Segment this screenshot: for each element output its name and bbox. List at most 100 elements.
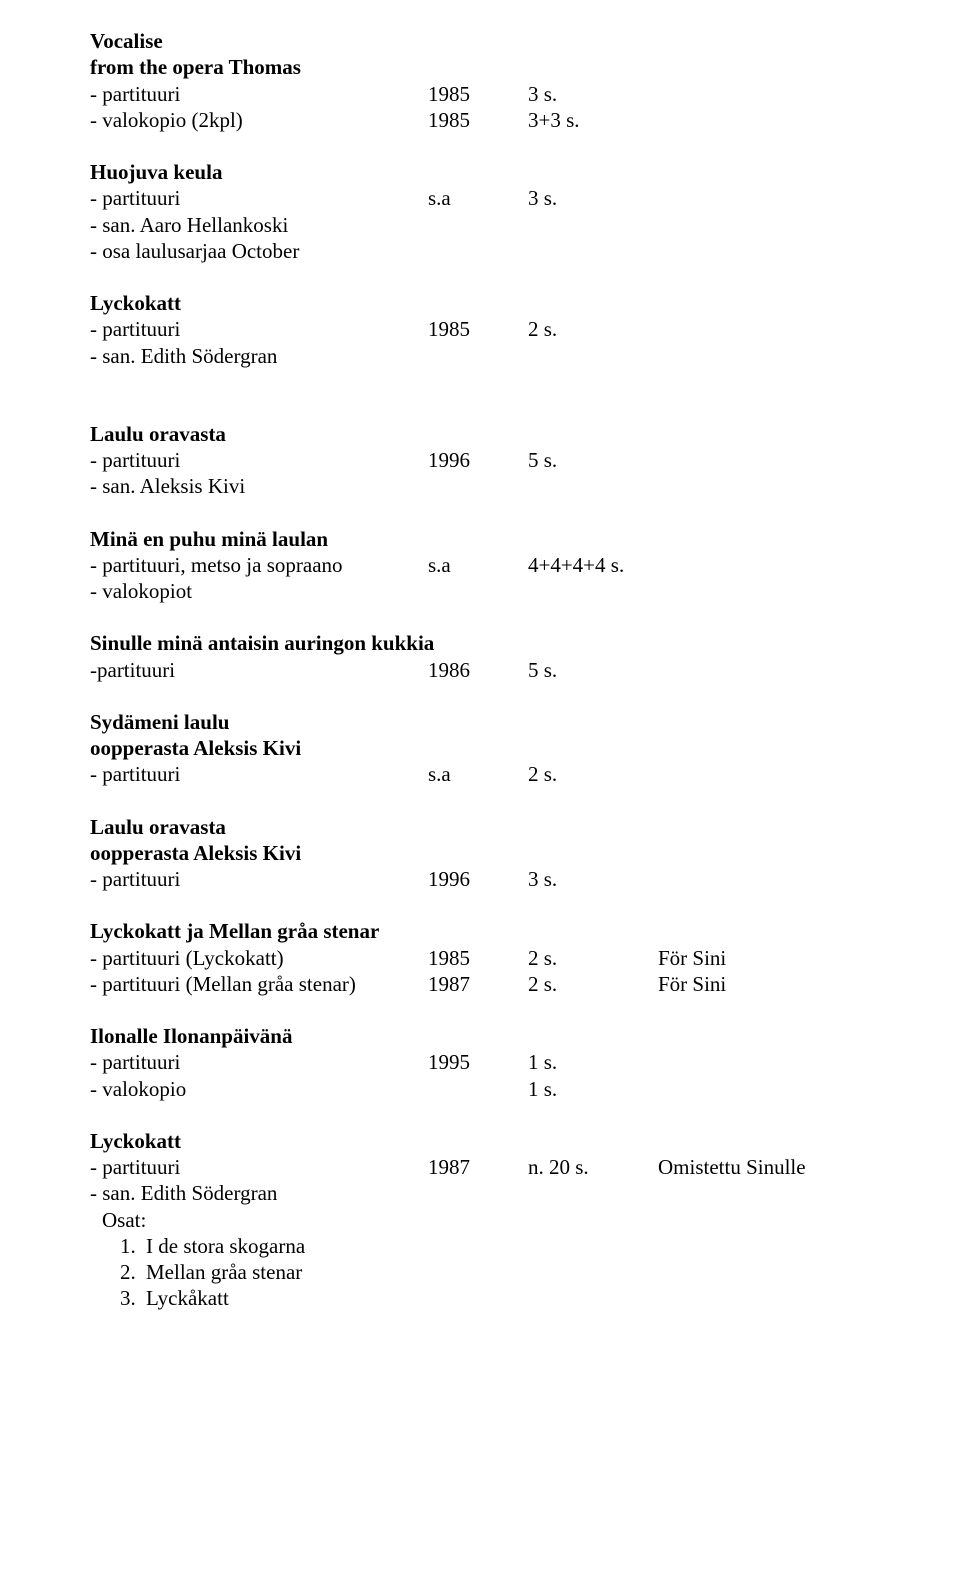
title: Sinulle minä antaisin auringon kukkia — [90, 630, 870, 656]
osat-list: 1. I de stora skogarna 2. Mellan gråa st… — [90, 1233, 870, 1312]
list-text: Lyckåkatt — [146, 1285, 229, 1311]
duration: 2 s. — [528, 316, 658, 342]
year — [428, 1076, 528, 1102]
title: Ilonalle Ilonanpäivänä — [90, 1023, 870, 1049]
entry-mina-en-puhu: Minä en puhu minä laulan - partituuri, m… — [90, 526, 870, 605]
year: 1986 — [428, 657, 528, 683]
subtitle: from the opera Thomas — [90, 54, 870, 80]
line: - partituuri 1995 1 s. — [90, 1049, 870, 1075]
duration: 5 s. — [528, 447, 658, 473]
year: s.a — [428, 761, 528, 787]
title: Minä en puhu minä laulan — [90, 526, 870, 552]
entry-laulu-oravasta-2: Laulu oravasta oopperasta Aleksis Kivi -… — [90, 814, 870, 893]
year: 1985 — [428, 81, 528, 107]
year: 1987 — [428, 971, 528, 997]
title: Vocalise — [90, 28, 870, 54]
line: - partituuri 1985 2 s. — [90, 316, 870, 342]
label: - partituuri (Lyckokatt) — [90, 945, 428, 971]
list-text: I de stora skogarna — [146, 1233, 305, 1259]
entry-sydameni-laulu: Sydämeni laulu oopperasta Aleksis Kivi -… — [90, 709, 870, 788]
entry-lyckokatt-1: Lyckokatt - partituuri 1985 2 s. - san. … — [90, 290, 870, 369]
label: - partituuri, metso ja sopraano — [90, 552, 428, 578]
label: - valokopio — [90, 1076, 428, 1102]
line: - san. Aaro Hellankoski — [90, 212, 870, 238]
entry-lyckokatt-mellan: Lyckokatt ja Mellan gråa stenar - partit… — [90, 918, 870, 997]
year: s.a — [428, 552, 528, 578]
year: 1995 — [428, 1049, 528, 1075]
list-item: 2. Mellan gråa stenar — [120, 1259, 870, 1285]
line: - valokopio (2kpl) 1985 3+3 s. — [90, 107, 870, 133]
year: 1985 — [428, 945, 528, 971]
label: - partituuri — [90, 1049, 428, 1075]
label: - partituuri — [90, 866, 428, 892]
label: - partituuri — [90, 761, 428, 787]
year: 1985 — [428, 107, 528, 133]
year: 1987 — [428, 1154, 528, 1180]
title: Lyckokatt ja Mellan gråa stenar — [90, 918, 870, 944]
line: - partituuri 1996 3 s. — [90, 866, 870, 892]
year: 1996 — [428, 447, 528, 473]
list-num: 1. — [120, 1233, 146, 1259]
line: - partituuri, metso ja sopraano s.a 4+4+… — [90, 552, 870, 578]
subtitle: oopperasta Aleksis Kivi — [90, 735, 870, 761]
duration: 3 s. — [528, 81, 658, 107]
line: - valokopio 1 s. — [90, 1076, 870, 1102]
year: 1985 — [428, 316, 528, 342]
label: - partituuri — [90, 1154, 428, 1180]
line: - osa laulusarjaa October — [90, 238, 870, 264]
label: - partituuri — [90, 185, 428, 211]
note: För Sini — [658, 945, 726, 971]
line: - partituuri (Mellan gråa stenar) 1987 2… — [90, 971, 870, 997]
label: - partituuri — [90, 316, 428, 342]
duration: 2 s. — [528, 971, 658, 997]
duration: 1 s. — [528, 1076, 658, 1102]
note: Omistettu Sinulle — [658, 1154, 806, 1180]
entry-ilonalle: Ilonalle Ilonanpäivänä - partituuri 1995… — [90, 1023, 870, 1102]
year: s.a — [428, 185, 528, 211]
note: För Sini — [658, 971, 726, 997]
title: Sydämeni laulu — [90, 709, 870, 735]
line: - partituuri s.a 2 s. — [90, 761, 870, 787]
year: 1996 — [428, 866, 528, 892]
line: - partituuri (Lyckokatt) 1985 2 s. För S… — [90, 945, 870, 971]
list-num: 3. — [120, 1285, 146, 1311]
title: Lyckokatt — [90, 290, 870, 316]
label: - partituuri (Mellan gråa stenar) — [90, 971, 428, 997]
subtitle: oopperasta Aleksis Kivi — [90, 840, 870, 866]
duration: 1 s. — [528, 1049, 658, 1075]
title: Lyckokatt — [90, 1128, 870, 1154]
label: -partituuri — [90, 657, 428, 683]
entry-lyckokatt-2: Lyckokatt - partituuri 1987 n. 20 s. Omi… — [90, 1128, 870, 1312]
title: Laulu oravasta — [90, 814, 870, 840]
duration: 4+4+4+4 s. — [528, 552, 658, 578]
duration: 2 s. — [528, 945, 658, 971]
line: - valokopiot — [90, 578, 870, 604]
duration: 3 s. — [528, 866, 658, 892]
osat-label: Osat: — [90, 1207, 870, 1233]
line: - san. Aleksis Kivi — [90, 473, 870, 499]
line: - partituuri 1987 n. 20 s. Omistettu Sin… — [90, 1154, 870, 1180]
duration: n. 20 s. — [528, 1154, 658, 1180]
entry-sinulle-mina: Sinulle minä antaisin auringon kukkia -p… — [90, 630, 870, 683]
label: - partituuri — [90, 81, 428, 107]
line: - partituuri 1985 3 s. — [90, 81, 870, 107]
title: Laulu oravasta — [90, 421, 870, 447]
line: - san. Edith Södergran — [90, 1180, 870, 1206]
line: -partituuri 1986 5 s. — [90, 657, 870, 683]
entry-vocalise: Vocalise from the opera Thomas - partitu… — [90, 28, 870, 133]
line: - partituuri 1996 5 s. — [90, 447, 870, 473]
line: - partituuri s.a 3 s. — [90, 185, 870, 211]
list-text: Mellan gråa stenar — [146, 1259, 302, 1285]
title: Huojuva keula — [90, 159, 870, 185]
list-item: 3. Lyckåkatt — [120, 1285, 870, 1311]
duration: 5 s. — [528, 657, 658, 683]
label: - valokopio (2kpl) — [90, 107, 428, 133]
list-item: 1. I de stora skogarna — [120, 1233, 870, 1259]
list-num: 2. — [120, 1259, 146, 1285]
entry-laulu-oravasta-1: Laulu oravasta - partituuri 1996 5 s. - … — [90, 421, 870, 500]
label: - partituuri — [90, 447, 428, 473]
duration: 2 s. — [528, 761, 658, 787]
line: - san. Edith Södergran — [90, 343, 870, 369]
duration: 3+3 s. — [528, 107, 658, 133]
duration: 3 s. — [528, 185, 658, 211]
